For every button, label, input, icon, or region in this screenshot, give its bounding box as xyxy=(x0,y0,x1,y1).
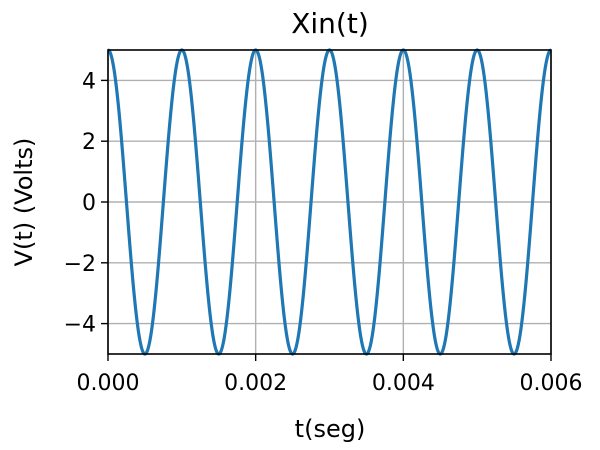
x-axis-label: t(seg) xyxy=(295,415,366,443)
y-tick-label: 2 xyxy=(82,130,96,155)
x-tick-label: 0.000 xyxy=(77,371,140,396)
x-tick-label: 0.002 xyxy=(224,371,287,396)
y-axis-label: V(t) (Volts) xyxy=(10,138,38,267)
grid xyxy=(107,50,552,354)
y-tick-label: −2 xyxy=(64,252,96,277)
chart-title: Xin(t) xyxy=(291,7,369,40)
x-ticks: 0.000 0.002 0.004 0.006 xyxy=(77,354,583,396)
x-tick-label: 0.004 xyxy=(372,371,435,396)
y-tick-label: 0 xyxy=(82,191,96,216)
y-tick-label: −4 xyxy=(64,313,96,338)
x-tick-label: 0.006 xyxy=(520,371,583,396)
y-ticks: −4 −2 0 2 4 xyxy=(64,69,108,338)
y-tick-label: 4 xyxy=(82,69,96,94)
